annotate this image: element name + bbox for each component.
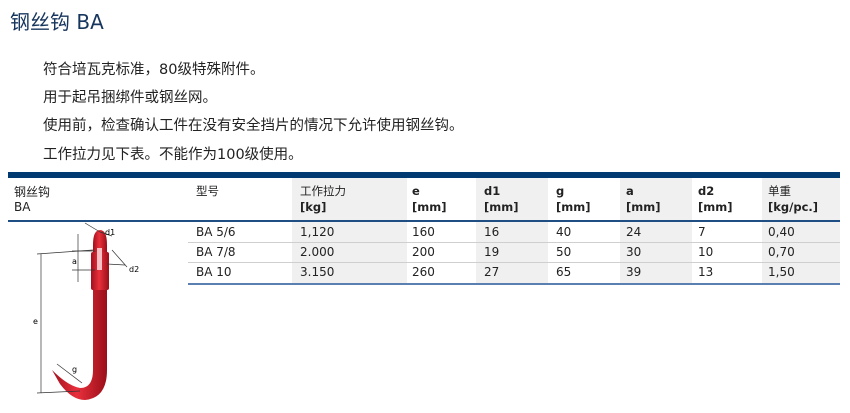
table-cell: 10 <box>698 245 714 259</box>
table-cell: 3.150 <box>300 265 335 279</box>
column-header-unit: [mm] <box>484 200 519 214</box>
column-shade <box>292 178 407 284</box>
table-cell: 0,40 <box>768 225 795 239</box>
column-shade <box>762 178 840 284</box>
table-cell: 260 <box>412 265 435 279</box>
column-header-label: e <box>412 184 420 198</box>
page-title: 钢丝钩 BA <box>10 10 104 34</box>
table-cell: BA 5/6 <box>196 225 236 239</box>
column-header-unit: [mm] <box>556 200 591 214</box>
row-divider <box>188 242 840 243</box>
column-header: d1 [mm] <box>484 183 518 215</box>
table-cell: 2.000 <box>300 245 335 259</box>
column-header: 单重 [kg/pc.] <box>768 183 818 215</box>
column-shade <box>620 178 692 284</box>
table-cell: 200 <box>412 245 435 259</box>
label-a: a <box>72 257 77 266</box>
column-header: a [mm] <box>626 183 660 215</box>
table-cell: 19 <box>484 245 500 259</box>
hook-diagram: d1 a d2 e g <box>33 222 139 400</box>
table-cell: BA 10 <box>196 265 232 279</box>
table-cell: 40 <box>556 225 572 239</box>
column-header-label: d1 <box>484 184 501 198</box>
table-cell: 1,50 <box>768 265 795 279</box>
table-cell: 65 <box>556 265 572 279</box>
table-cell: 0,70 <box>768 245 795 259</box>
column-header-label: g <box>556 184 565 198</box>
column-header: 工作拉力 [kg] <box>300 183 346 215</box>
column-header: e [mm] <box>412 183 446 215</box>
table-cell: 24 <box>626 225 642 239</box>
label-e: e <box>33 317 38 326</box>
table-cell: 1,120 <box>300 225 335 239</box>
description-line: 用于起吊捆绑件或钢丝网。 <box>43 90 217 106</box>
column-header-unit: [kg] <box>300 200 327 214</box>
column-header-label: 工作拉力 <box>300 184 346 198</box>
table-cell: 7 <box>698 225 706 239</box>
table-cell: 16 <box>484 225 500 239</box>
column-header-label: d2 <box>698 184 715 198</box>
column-header-unit: [kg/pc.] <box>768 200 819 214</box>
column-header-label: 单重 <box>768 184 791 198</box>
label-d2: d2 <box>129 265 139 274</box>
table-cell: 50 <box>556 245 572 259</box>
column-header: g [mm] <box>556 183 590 215</box>
column-header: 型号 <box>196 183 219 199</box>
table-cell: 27 <box>484 265 500 279</box>
description-line: 符合培瓦克标准，80级特殊附件。 <box>43 62 265 78</box>
description-line: 工作拉力见下表。不能作为100级使用。 <box>43 147 303 163</box>
row-divider <box>188 262 840 263</box>
table-bottom-border <box>188 283 840 285</box>
header-divider <box>8 220 840 222</box>
table-cell: 39 <box>626 265 642 279</box>
table-header-bar <box>8 172 840 178</box>
product-code: BA <box>14 200 31 214</box>
column-header-unit: [mm] <box>412 200 447 214</box>
description-line: 使用前，检查确认工件在没有安全挡片的情况下允许使用钢丝钩。 <box>43 118 464 134</box>
label-d1: d1 <box>105 228 115 237</box>
table-cell: 160 <box>412 225 435 239</box>
table-cell: BA 7/8 <box>196 245 236 259</box>
column-header-unit: [mm] <box>626 200 661 214</box>
column-shade <box>476 178 548 284</box>
label-g: g <box>72 365 77 374</box>
column-header-label: 型号 <box>196 184 219 198</box>
product-name: 钢丝钩 <box>14 185 51 199</box>
hook-shape <box>52 230 109 400</box>
column-header-unit: [mm] <box>698 200 733 214</box>
column-header: d2 [mm] <box>698 183 732 215</box>
table-cell: 13 <box>698 265 714 279</box>
table-cell: 30 <box>626 245 642 259</box>
column-header-label: a <box>626 184 634 198</box>
